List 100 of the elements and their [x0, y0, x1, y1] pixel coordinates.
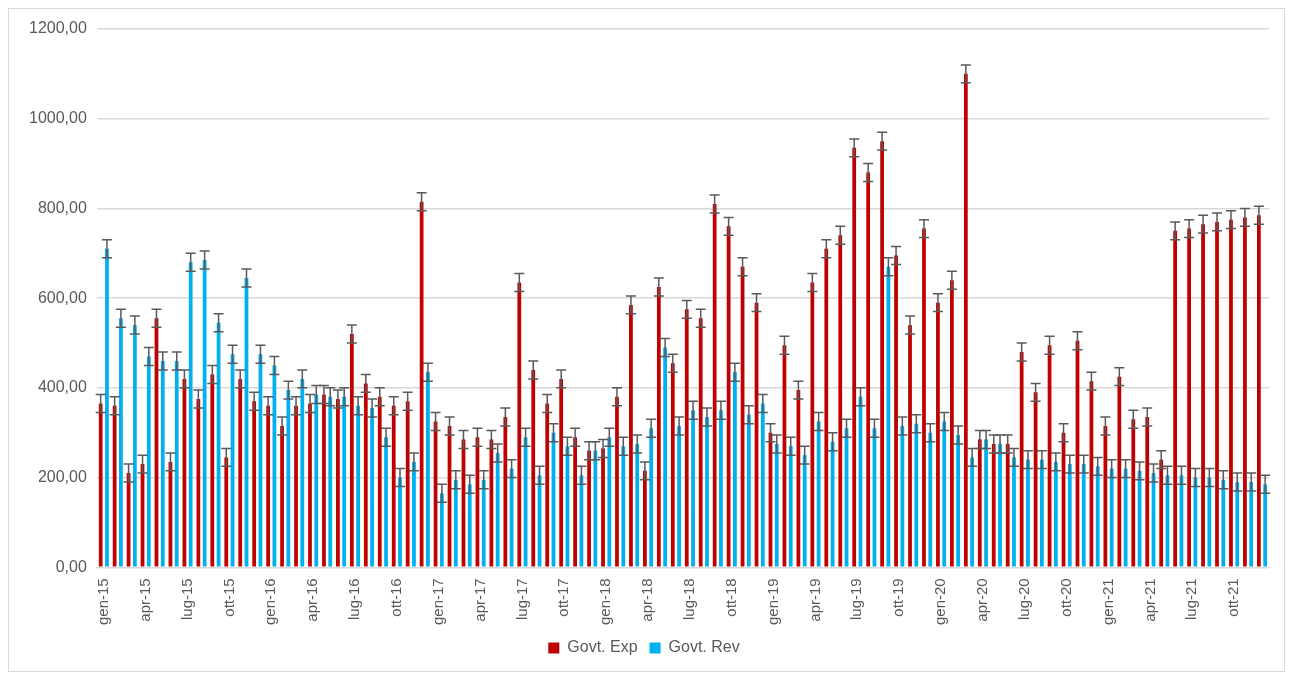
- bar: [663, 347, 668, 567]
- bar: [802, 455, 807, 567]
- y-tick-label: 400,00: [37, 378, 87, 396]
- x-tick-label: ott-16: [386, 578, 404, 617]
- bar: [112, 405, 117, 567]
- y-tick-label: 1200,00: [28, 19, 87, 37]
- bar: [266, 405, 271, 567]
- bar: [196, 399, 201, 567]
- bar: [453, 479, 458, 567]
- bar: [188, 262, 193, 567]
- bar: [698, 318, 703, 567]
- bar: [942, 421, 947, 567]
- bar: [908, 325, 912, 567]
- bar: [286, 390, 291, 567]
- bar: [1159, 459, 1164, 567]
- x-tick-label: ott-15: [219, 578, 237, 617]
- x-tick-label: gen-16: [261, 578, 279, 626]
- bar: [970, 457, 975, 567]
- bar: [1243, 217, 1247, 567]
- bar: [252, 401, 257, 567]
- bar: [98, 403, 103, 567]
- bar: [531, 369, 536, 567]
- bar: [160, 360, 165, 567]
- bar: [1207, 477, 1212, 567]
- x-tick-label: lug-19: [847, 578, 865, 620]
- bar: [705, 417, 709, 567]
- y-tick-label: 800,00: [37, 198, 87, 216]
- x-tick-label: gen-18: [596, 578, 614, 626]
- bar: [202, 260, 207, 567]
- bar: [1145, 417, 1150, 567]
- bar: [733, 372, 737, 567]
- bar: [105, 248, 109, 567]
- bar: [481, 479, 486, 567]
- x-tick-label: ott-19: [889, 578, 907, 617]
- bar: [1201, 224, 1205, 567]
- y-tick-label: 600,00: [37, 288, 87, 306]
- bar: [174, 360, 179, 567]
- bar: [1019, 351, 1024, 567]
- bar: [984, 439, 988, 567]
- bar: [1095, 466, 1100, 567]
- bar: [1187, 228, 1191, 567]
- bar: [503, 417, 508, 567]
- bar: [132, 325, 137, 567]
- bar: [656, 286, 661, 567]
- bar: [559, 378, 564, 567]
- bar: [1173, 230, 1178, 567]
- bar: [391, 405, 396, 567]
- x-tick-label: apr-19: [805, 578, 823, 622]
- bar: [880, 141, 884, 567]
- x-tick-label: gen-20: [931, 578, 949, 626]
- bar: [405, 401, 410, 567]
- bar: [322, 394, 326, 567]
- bar: [210, 374, 215, 567]
- bar: [1040, 459, 1044, 567]
- bar: [774, 443, 779, 567]
- x-tick-label: lug-21: [1182, 578, 1200, 620]
- x-tick-label: ott-20: [1056, 578, 1074, 617]
- bar: [950, 280, 954, 567]
- bar: [1123, 468, 1128, 567]
- bar: [280, 425, 284, 567]
- legend-label: Govt. Rev: [668, 638, 740, 656]
- bar: [1067, 464, 1072, 567]
- x-tick-label: gen-17: [428, 578, 446, 626]
- bar: [119, 318, 123, 567]
- bar: [712, 203, 717, 567]
- bar: [643, 470, 647, 567]
- bar: [615, 396, 619, 567]
- bar: [314, 394, 319, 567]
- bar: [852, 147, 857, 567]
- bar: [328, 396, 333, 567]
- bar: [300, 378, 305, 567]
- bar: [670, 363, 675, 567]
- bar: [238, 378, 243, 567]
- bar: [146, 356, 151, 567]
- bar: [356, 405, 361, 567]
- bar: [439, 493, 444, 567]
- x-tick-label: apr-21: [1140, 578, 1158, 622]
- bar: [956, 434, 961, 567]
- bar: [587, 450, 591, 567]
- bar: [467, 484, 472, 567]
- y-tick-label: 200,00: [37, 467, 87, 485]
- bar: [691, 410, 695, 567]
- x-tick-label: lug-16: [345, 578, 363, 620]
- bar: [649, 428, 654, 567]
- x-tick-label: lug-17: [512, 578, 530, 620]
- bar: [629, 304, 633, 567]
- bar: [1235, 482, 1240, 567]
- x-tick-label: ott-21: [1224, 578, 1242, 617]
- bar: [308, 403, 312, 567]
- x-tick-label: lug-15: [177, 578, 195, 620]
- x-tick-label: apr-16: [303, 578, 321, 622]
- bar: [824, 248, 829, 567]
- bar: [810, 282, 815, 567]
- x-tick-label: apr-17: [470, 578, 488, 622]
- bar: [684, 309, 689, 567]
- bar: [894, 255, 898, 567]
- bar: [294, 405, 298, 567]
- bar: [922, 228, 926, 567]
- bar: [977, 439, 982, 567]
- bar: [677, 425, 681, 567]
